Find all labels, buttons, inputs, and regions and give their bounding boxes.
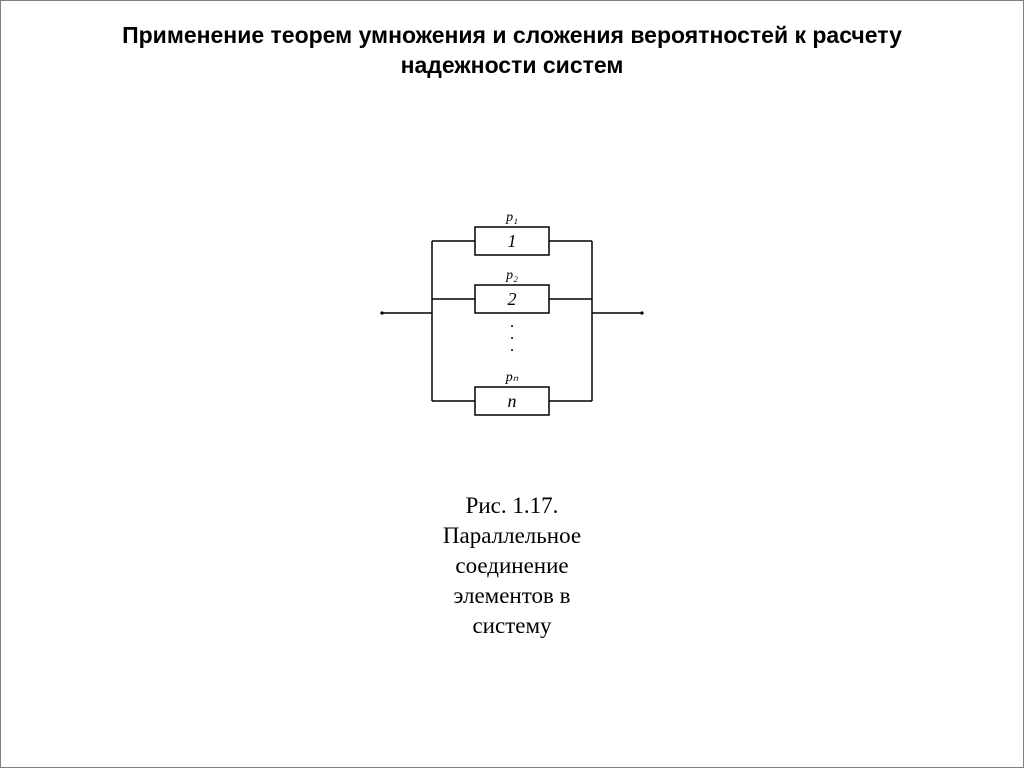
p-label-2: p₂	[505, 268, 518, 283]
block-2-label: 2	[508, 289, 517, 309]
diagram-svg-wrap: p₁ 1 p₂ 2 • • • pₙ n	[362, 201, 662, 441]
block-1-label: 1	[508, 231, 517, 251]
p-label-1: p₁	[505, 210, 518, 225]
caption-fig-label: Рис. 1.17.	[466, 493, 559, 518]
ellipsis-dot-1: •	[511, 322, 514, 331]
title-line-1: Применение теорем умножения и сложения в…	[122, 22, 902, 48]
diagram-parallel-connection: p₁ 1 p₂ 2 • • • pₙ n	[1, 201, 1023, 441]
caption-line-3: элементов в	[454, 583, 571, 608]
block-n-label: n	[508, 391, 517, 411]
parallel-schematic-svg: p₁ 1 p₂ 2 • • • pₙ n	[362, 201, 662, 441]
figure-caption: Рис. 1.17. Параллельное соединение элеме…	[1, 491, 1023, 640]
caption-line-2: соединение	[455, 553, 568, 578]
caption-line-1: Параллельное	[443, 523, 581, 548]
title-line-2: надежности систем	[401, 52, 624, 78]
ellipsis-dot-2: •	[511, 334, 514, 343]
p-label-n: pₙ	[505, 370, 519, 385]
ellipsis-dot-3: •	[511, 346, 514, 355]
node-right-terminal	[640, 311, 643, 314]
slide-title: Применение теорем умножения и сложения в…	[52, 21, 972, 81]
slide-frame: Применение теорем умножения и сложения в…	[0, 0, 1024, 768]
node-left-terminal	[380, 311, 383, 314]
caption-line-4: систему	[472, 613, 551, 638]
